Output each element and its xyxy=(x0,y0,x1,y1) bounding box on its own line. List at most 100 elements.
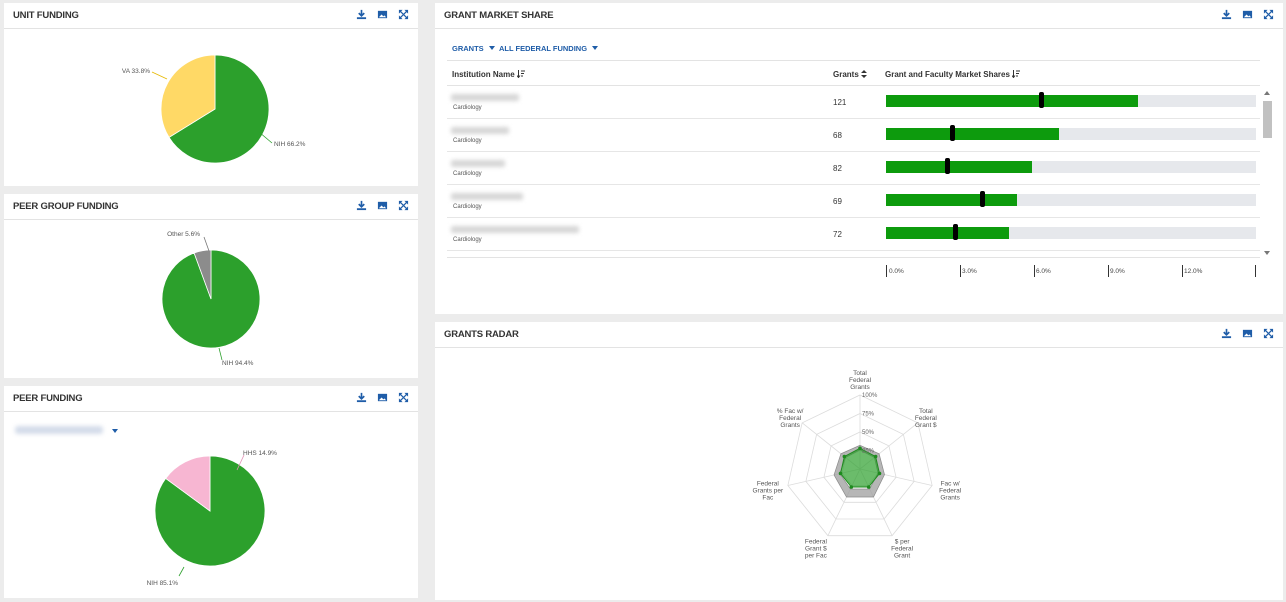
column-header-grants[interactable]: Grants xyxy=(833,70,868,79)
scroll-up-icon[interactable] xyxy=(1264,91,1270,95)
unit-funding-header: Unit Funding xyxy=(4,3,418,29)
expand-icon[interactable] xyxy=(398,9,409,20)
expand-icon[interactable] xyxy=(398,200,409,211)
funding-dropdown[interactable]: All Federal Funding xyxy=(499,44,599,53)
radar-axis-label-line: Total xyxy=(919,408,933,415)
peer-institution-select[interactable] xyxy=(15,426,103,434)
grants-count: 72 xyxy=(833,230,842,239)
pie-label-line-nih xyxy=(178,566,185,577)
unit-funding-panel: Unit Funding NIH 66.2% VA 33.8% xyxy=(4,3,418,186)
radar-axis-label-line: Federal xyxy=(757,480,780,487)
table-row[interactable]: Cardiology 82 xyxy=(447,152,1260,185)
faculty-share-marker[interactable] xyxy=(952,224,958,240)
panel-title: Peer Group Funding xyxy=(13,201,119,212)
download-icon[interactable] xyxy=(356,9,367,20)
sort-both-icon xyxy=(861,70,868,78)
peer-group-funding-panel: Peer Group Funding NIH 94.4% Other 5.6% xyxy=(4,194,418,378)
column-header-institution[interactable]: Institution Name xyxy=(452,70,525,79)
table-row[interactable]: Cardiology 68 xyxy=(447,119,1260,152)
axis-tick xyxy=(1034,265,1035,277)
image-icon[interactable] xyxy=(377,9,388,20)
download-icon[interactable] xyxy=(356,200,367,211)
table-scrollbar[interactable] xyxy=(1262,89,1273,257)
radar-axis-label-line: Fac xyxy=(762,494,774,501)
radar-axis-label-line: Federal xyxy=(805,539,828,546)
radar-unit-point[interactable] xyxy=(858,446,862,451)
radar-unit-point[interactable] xyxy=(838,471,843,476)
panel-title: Grant Market Share xyxy=(444,10,554,21)
radar-ring-label: 25% xyxy=(862,449,875,455)
market-share-bar-track xyxy=(886,125,1256,141)
panel-tools xyxy=(356,9,409,20)
grant-market-share-header: Grant Market Share xyxy=(435,3,1283,29)
image-icon[interactable] xyxy=(377,200,388,211)
institution-name-redacted xyxy=(451,127,509,134)
download-icon[interactable] xyxy=(356,392,367,403)
peer-select-caret-icon[interactable] xyxy=(112,429,118,433)
image-icon[interactable] xyxy=(1242,9,1253,20)
table-row[interactable]: Cardiology 69 xyxy=(447,185,1260,218)
faculty-share-marker[interactable] xyxy=(945,158,951,174)
expand-icon[interactable] xyxy=(1263,9,1274,20)
download-icon[interactable] xyxy=(1221,328,1232,339)
pie-label-line-va xyxy=(151,71,168,80)
radar-axis-label-line: $ per xyxy=(895,539,911,546)
pie-slice-nih[interactable] xyxy=(168,54,270,164)
peer-funding-pie-chart: NIH 85.1% HHS 14.9% xyxy=(147,450,278,587)
grant-share-bar[interactable] xyxy=(886,128,1059,140)
radar-unit-point[interactable] xyxy=(849,485,854,489)
metric-dropdown[interactable]: Grants xyxy=(452,44,495,53)
radar-axis-label-line: Grants per xyxy=(752,487,784,494)
radar-unit-point[interactable] xyxy=(877,471,882,476)
scroll-down-icon[interactable] xyxy=(1264,251,1270,255)
pie-slice-other[interactable] xyxy=(193,249,212,300)
expand-icon[interactable] xyxy=(1263,328,1274,339)
radar-unit-point[interactable] xyxy=(866,485,871,489)
faculty-share-marker[interactable] xyxy=(979,191,985,207)
grants-count: 68 xyxy=(833,131,842,140)
grant-share-bar[interactable] xyxy=(886,227,1010,239)
panel-tools xyxy=(1221,328,1274,339)
pie-slice-hhs[interactable] xyxy=(165,455,211,512)
faculty-share-marker[interactable] xyxy=(1038,92,1044,108)
chevron-down-icon xyxy=(592,46,599,50)
table-row[interactable]: Cardiology 121 xyxy=(447,86,1260,119)
radar-axis-label-line: Grant $ xyxy=(915,422,937,429)
faculty-share-marker[interactable] xyxy=(950,125,956,141)
chevron-down-icon xyxy=(488,46,495,50)
panel-title: Unit Funding xyxy=(13,10,79,21)
radar-axis-label-line: Federal xyxy=(915,415,938,422)
radar-unit-area[interactable] xyxy=(839,447,881,488)
grants-count: 69 xyxy=(833,197,842,206)
grant-share-bar[interactable] xyxy=(886,194,1017,206)
expand-icon[interactable] xyxy=(398,392,409,403)
market-share-axis: 0.0% 3.0% 6.0% 9.0% 12.0% xyxy=(886,265,1256,277)
scrollbar-thumb[interactable] xyxy=(1263,101,1272,138)
axis-tick-label: 0.0% xyxy=(889,268,904,275)
pie-label-line-nih xyxy=(218,347,223,361)
grants-count: 121 xyxy=(833,98,847,107)
panel-tools xyxy=(356,392,409,403)
pie-slice-va[interactable] xyxy=(160,54,216,138)
market-share-bar-track xyxy=(886,224,1256,240)
image-icon[interactable] xyxy=(377,392,388,403)
radar-axis-label: Total Federal Grant $ xyxy=(915,408,938,429)
pie-label-line-nih xyxy=(258,131,273,144)
grant-share-bar[interactable] xyxy=(886,161,1032,173)
radar-axis-label-line: Grant xyxy=(894,553,910,560)
sort-icon xyxy=(516,70,525,79)
download-icon[interactable] xyxy=(1221,9,1232,20)
sort-icon xyxy=(1011,70,1021,79)
axis-tick-label: 12.0% xyxy=(1184,268,1203,275)
image-icon[interactable] xyxy=(1242,328,1253,339)
radar-unit-point[interactable] xyxy=(873,454,878,459)
table-row[interactable]: Cardiology 72 xyxy=(447,218,1260,251)
panel-title: Peer Funding xyxy=(13,393,83,404)
radar-ring-label: 50% xyxy=(862,430,875,436)
radar-unit-point[interactable] xyxy=(842,454,847,459)
column-header-market-shares[interactable]: Grant and Faculty Market Shares xyxy=(885,70,1021,79)
radar-axis-label-line: Federal xyxy=(891,546,914,553)
grant-share-bar[interactable] xyxy=(886,95,1138,107)
axis-tick-label: 9.0% xyxy=(1110,268,1125,275)
panel-tools xyxy=(356,200,409,211)
